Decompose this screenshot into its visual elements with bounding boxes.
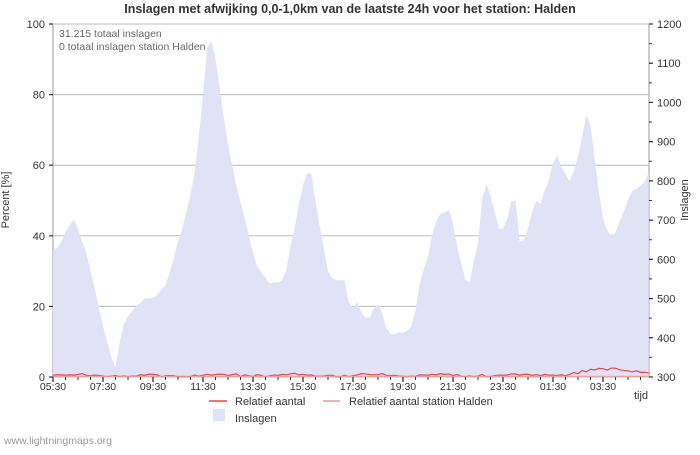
svg-text:1100: 1100 [657,58,681,70]
svg-text:Relatief aantal: Relatief aantal [235,396,305,408]
svg-text:15:30: 15:30 [290,381,316,393]
svg-text:1000: 1000 [657,97,681,109]
svg-text:23:30: 23:30 [490,381,516,393]
svg-text:700: 700 [657,215,675,227]
svg-text:500: 500 [657,294,675,306]
svg-text:100: 100 [27,19,45,31]
svg-text:03:30: 03:30 [590,381,616,393]
svg-text:31.215 totaal inslagen: 31.215 totaal inslagen [59,28,162,40]
svg-text:07:30: 07:30 [90,381,116,393]
svg-text:Inslagen: Inslagen [679,179,691,221]
svg-text:Relatief aantal station Halden: Relatief aantal station Halden [349,396,493,408]
svg-text:80: 80 [33,90,45,102]
svg-text:40: 40 [33,231,45,243]
svg-text:Inslagen met afwijking 0,0-1,0: Inslagen met afwijking 0,0-1,0km van de … [124,2,576,16]
svg-text:tijd: tijd [634,390,648,402]
svg-text:19:30: 19:30 [390,381,416,393]
svg-text:0: 0 [39,372,45,384]
svg-text:0 totaal inslagen station Hald: 0 totaal inslagen station Halden [59,41,206,53]
svg-text:60: 60 [33,160,45,172]
svg-text:13:30: 13:30 [240,381,266,393]
svg-text:01:30: 01:30 [540,381,566,393]
svg-text:11:30: 11:30 [190,381,216,393]
svg-text:17:30: 17:30 [340,381,366,393]
svg-text:300: 300 [657,372,675,384]
svg-text:09:30: 09:30 [140,381,166,393]
svg-text:1200: 1200 [657,19,681,31]
svg-text:21:30: 21:30 [440,381,466,393]
svg-text:800: 800 [657,176,675,188]
svg-text:www.lightningmaps.org: www.lightningmaps.org [3,435,112,447]
svg-text:400: 400 [657,333,675,345]
svg-text:20: 20 [33,301,45,313]
svg-text:Percent [%]: Percent [%] [0,172,12,229]
svg-text:Inslagen: Inslagen [235,413,277,425]
svg-text:900: 900 [657,137,675,149]
svg-text:600: 600 [657,254,675,266]
